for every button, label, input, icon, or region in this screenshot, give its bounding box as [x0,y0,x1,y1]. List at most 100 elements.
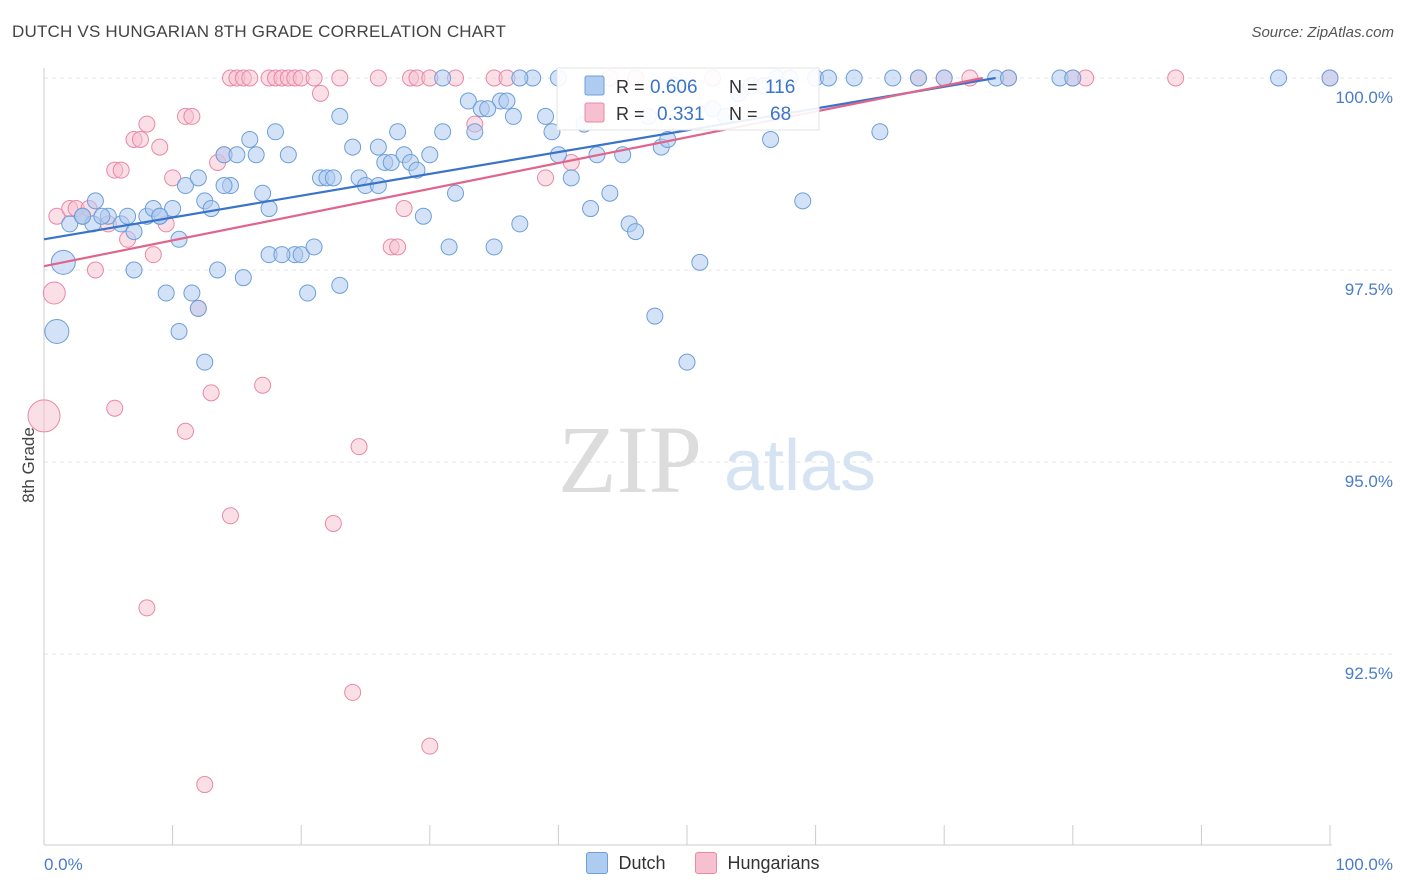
hungarians-point [144,246,162,264]
dutch-point [331,107,349,125]
dutch-point [331,276,349,294]
dutch-point [646,307,664,325]
dutch-point [305,238,323,256]
hungarians-point [395,200,413,218]
x-tick-label: 0.0% [44,855,83,874]
dutch-point [247,146,265,164]
hungarians-point [254,376,272,394]
dutch-point [389,123,407,141]
dutch-point [1321,69,1339,87]
hungarians-point [131,130,149,148]
legend-item-dutch[interactable]: Dutch [586,852,665,874]
y-tick-label: 95.0% [1345,472,1393,491]
dutch-point [254,184,272,202]
watermark: ZIP atlas [558,406,876,513]
legend-label-dutch: Dutch [618,852,666,873]
dutch-point [794,192,812,210]
hungarians-point [202,384,220,402]
dutch-n-value: 116 [765,77,795,98]
dutch-point [189,299,207,317]
y-tick-label: 100.0% [1335,88,1393,107]
source-label: Source: ZipAtlas.com [1251,24,1394,41]
dutch-point [382,153,400,171]
dutch-point [170,322,188,340]
dutch-point [485,238,503,256]
dutch-point [44,318,70,344]
hungarians-point [311,84,329,102]
legend-item-hungarians[interactable]: Hungarians [695,852,820,874]
dutch-point [1270,69,1288,87]
hungarians-point [27,399,61,433]
dutch-point [273,246,291,264]
dutch-point [241,130,259,148]
dutch-point [845,69,863,87]
dutch-point [543,123,561,141]
dutch-point [678,353,696,371]
dutch-point [61,215,79,233]
watermark-atlas: atlas [724,426,876,506]
hungarians-point [331,69,349,87]
dutch-point [884,69,902,87]
legend-swatch-dutch [586,852,609,874]
series-legend: Dutch Hungarians [0,852,1406,874]
hungarians-point [106,399,124,417]
chart-title: DUTCH VS HUNGARIAN 8TH GRADE CORRELATION… [12,22,507,41]
dutch-point [909,69,927,87]
dutch-point [324,169,342,187]
dutch-point [421,146,439,164]
hungarians-point [138,599,156,617]
dutch-point [601,184,619,202]
hung-r-value: 0.331 [657,104,705,125]
hung-n-value: 68 [770,104,791,125]
watermark-zip: ZIP [558,406,702,513]
dutch-point [408,161,426,179]
dutch-point [447,184,465,202]
dutch-point [537,107,555,125]
hungarians-point [537,169,555,187]
hungarians-swatch [584,102,605,123]
hungarians-point [1167,69,1185,87]
hungarians-point [183,107,201,125]
tick-labels: 100.0% 97.5% 95.0% 92.5% 0.0% 100.0% [44,88,1393,874]
hungarians-point [389,238,407,256]
hungarians-point [112,161,130,179]
dutch-point [228,146,246,164]
hungarians-point [151,138,169,156]
dutch-point [627,223,645,241]
dutch-point [279,146,297,164]
hungarians-point [421,737,439,755]
dutch-point [119,207,137,225]
dutch-point [479,100,497,118]
dutch-point [691,253,709,271]
dutch-point [369,177,387,195]
grid-lines [44,77,1394,655]
dutch-point [871,123,889,141]
dutch-point [434,123,452,141]
dutch-point [74,207,92,225]
dutch-point [562,169,580,187]
hungarians-point [138,115,156,133]
dutch-point [209,261,227,279]
dutch-point [459,92,477,110]
dutch-point [511,215,529,233]
y-tick-label: 97.5% [1345,280,1393,299]
dutch-point [434,69,452,87]
y-axis-label: 8th Grade [19,427,38,503]
dutch-point [440,238,458,256]
dutch-point [196,353,214,371]
hungarians-point [48,207,66,225]
dutch-point [189,169,207,187]
dutch-point [292,246,310,264]
hung-n-label: N = [729,104,758,124]
dutch-swatch [584,75,605,96]
dutch-point [266,123,284,141]
dutch-point [582,200,600,218]
hungarians-point [350,438,368,456]
dutch-point [234,269,252,287]
hungarians-point [344,683,362,701]
dutch-point [176,177,194,195]
dutch-point [93,207,111,225]
hungarians-point [42,281,66,305]
dutch-trend-line [43,76,996,241]
